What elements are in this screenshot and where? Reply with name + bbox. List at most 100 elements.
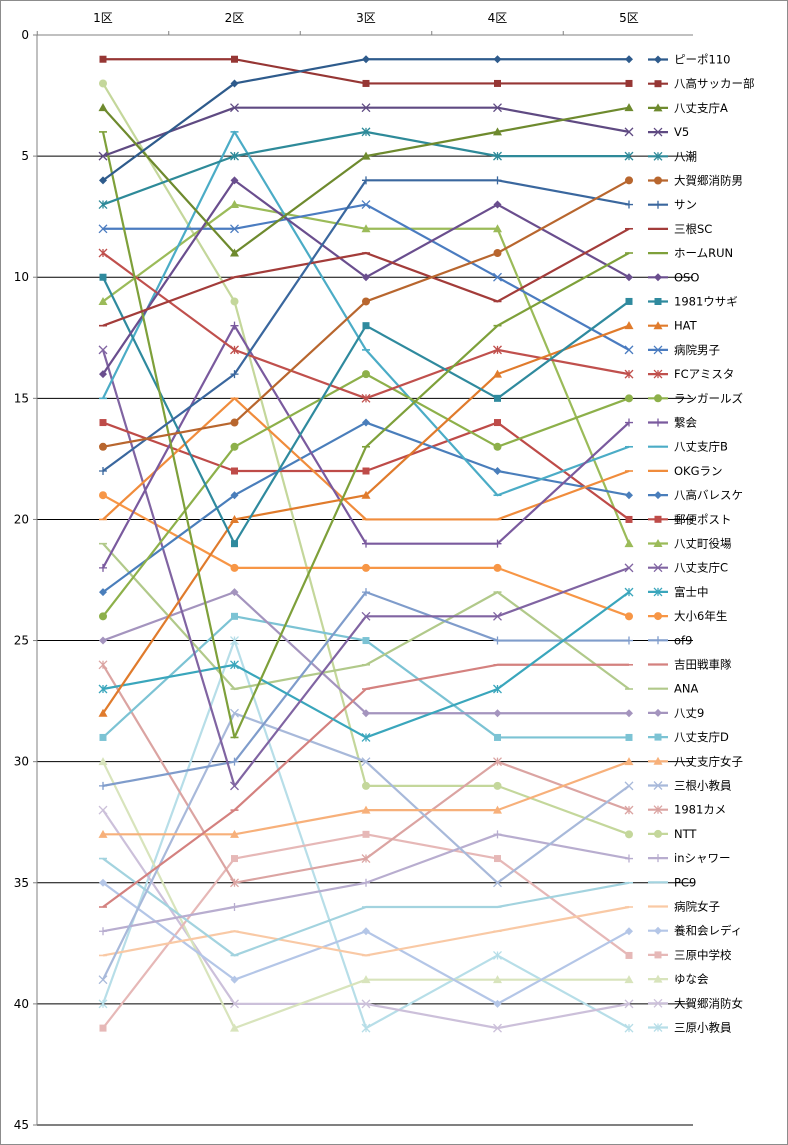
- legend-swatch-marker: [654, 55, 662, 64]
- legend-swatch-marker: [653, 369, 663, 379]
- series-point: [99, 612, 107, 621]
- legend-item: 病院男子: [648, 343, 720, 357]
- series-11: [99, 273, 633, 548]
- series-point: [230, 151, 239, 161]
- legend-item: 郵便ポスト: [648, 512, 732, 526]
- legend-label: ランガールズ: [674, 391, 743, 405]
- legend-label: 八丈支庁B: [674, 440, 728, 454]
- legend-item: 大賀郷消防女: [648, 996, 743, 1010]
- series-17: [99, 130, 633, 497]
- series-point: [362, 467, 370, 475]
- legend-label: 繋会: [674, 416, 697, 430]
- series-point: [230, 491, 239, 500]
- legend-swatch-marker: [654, 515, 662, 523]
- x-tick-label: 3区: [356, 11, 376, 25]
- series-point: [625, 200, 633, 209]
- series-point: [493, 805, 502, 814]
- legend-item: FCアミスタ: [648, 367, 734, 381]
- series-point: [98, 975, 108, 985]
- series-point: [231, 612, 238, 620]
- series-point: [230, 103, 239, 113]
- series-point: [99, 467, 107, 475]
- series-point: [624, 1023, 634, 1033]
- series-point: [362, 370, 370, 379]
- legend-item: 富士中: [648, 585, 709, 599]
- series-point: [493, 757, 502, 767]
- legend-label: 病院女子: [674, 900, 720, 914]
- series-point: [230, 829, 239, 838]
- series-point: [493, 224, 502, 233]
- series-point: [624, 127, 634, 137]
- series-point: [230, 708, 239, 718]
- legend-item: 八丈支庁A: [648, 101, 728, 115]
- series-point: [493, 249, 502, 257]
- series-point: [362, 273, 370, 282]
- legend-label: 八高バレスケ: [674, 488, 743, 502]
- legend-label: 八丈支庁C: [674, 561, 728, 575]
- legend-label: サン: [674, 198, 697, 212]
- series-point: [99, 273, 107, 281]
- legend-item: OSO: [648, 270, 699, 284]
- series-point: [99, 588, 107, 597]
- series-point: [625, 515, 633, 523]
- series-point: [361, 854, 371, 864]
- legend-label: 八丈町役場: [674, 537, 732, 551]
- legend-label: 八潮: [674, 149, 697, 163]
- series-31: [98, 708, 634, 985]
- legend-swatch-marker: [653, 974, 663, 983]
- legend-item: 繋会: [648, 416, 697, 430]
- series-point: [361, 103, 371, 113]
- series-point: [230, 588, 239, 597]
- legend-item: 八潮: [648, 149, 697, 163]
- legend-item: of9: [648, 633, 692, 647]
- legend-swatch-marker: [654, 708, 662, 717]
- series-25: [99, 588, 633, 790]
- series-point: [230, 248, 239, 257]
- legend-swatch-marker: [654, 298, 662, 305]
- series-point: [98, 200, 108, 210]
- series-point: [625, 79, 633, 87]
- series-37: [99, 878, 633, 1008]
- legend-item: 三原小教員: [648, 1021, 732, 1035]
- series-point: [98, 684, 108, 694]
- legend-swatch-marker: [653, 151, 663, 161]
- series-point: [362, 878, 370, 887]
- series-1: [99, 55, 633, 185]
- x-tick-label: 1区: [93, 11, 113, 25]
- series-point: [98, 708, 108, 717]
- legend-item: 1981カメ: [648, 803, 726, 817]
- legend-item: 八高サッカー部: [648, 77, 755, 91]
- legend-label: ピーポ110: [674, 53, 730, 67]
- series-point: [624, 539, 634, 548]
- legend-item: 八高バレスケ: [648, 488, 743, 502]
- x-tick-label: 2区: [225, 11, 245, 25]
- y-tick-label: 35: [14, 876, 29, 890]
- series-point: [493, 467, 502, 475]
- series-point: [624, 587, 634, 597]
- series-point: [625, 273, 633, 282]
- series-point: [99, 442, 107, 451]
- series-point: [230, 757, 239, 766]
- series-point: [99, 563, 107, 572]
- series-point: [230, 781, 239, 791]
- legend-label: 郵便ポスト: [674, 512, 732, 526]
- series-point: [362, 781, 370, 790]
- series-point: [98, 296, 108, 305]
- series-point: [361, 393, 371, 403]
- series-21: [98, 200, 634, 548]
- legend-swatch-marker: [654, 612, 662, 621]
- series-point: [625, 951, 633, 959]
- series-point: [493, 950, 502, 960]
- series-23: [98, 587, 634, 742]
- series-point: [98, 248, 108, 258]
- series-30: [98, 757, 634, 838]
- series-point: [362, 563, 370, 572]
- series-point: [493, 55, 502, 64]
- legend-label: OKGラン: [674, 464, 723, 478]
- series-point: [624, 757, 634, 766]
- series-point: [624, 563, 634, 573]
- series-point: [624, 369, 634, 379]
- legend-label: 八丈9: [674, 706, 704, 720]
